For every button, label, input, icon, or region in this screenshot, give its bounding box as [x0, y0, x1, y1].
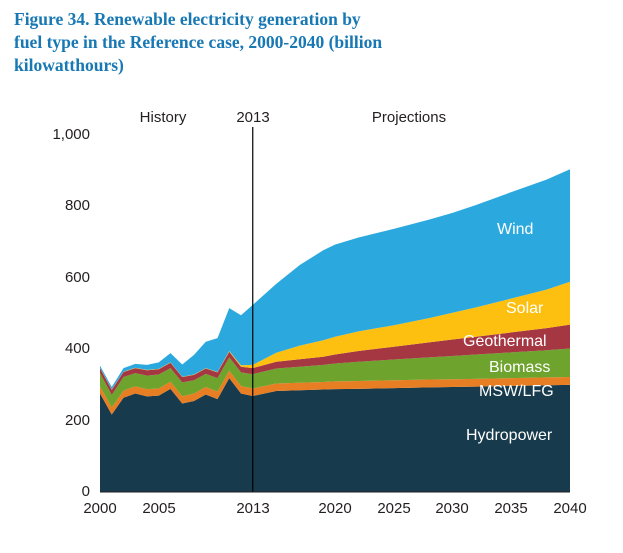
area-biomass [100, 348, 570, 408]
hydropower-area-label: Hydropower [466, 427, 553, 444]
x-tick-label-2013: 2013 [236, 500, 270, 517]
area-hydropower [100, 378, 570, 492]
figure-title-line-1: Figure 34. Renewable electricity generat… [14, 9, 361, 29]
area-solar [100, 281, 570, 390]
x-tick-label-2000: 2000 [83, 500, 117, 517]
y-tick-label-400: 400 [64, 340, 90, 357]
y-tick-label-800: 800 [64, 197, 90, 214]
figure-title-line-3: kilowatthours) [14, 54, 124, 75]
msw-lfg-area-label: MSW/LFG [479, 383, 554, 400]
area-wind [100, 169, 570, 390]
x-tick-label-2005: 2005 [142, 500, 176, 517]
figure-title-line-2: fuel type in the Reference case, 2000-20… [14, 31, 383, 52]
history-label: History [139, 109, 187, 126]
area-geothermal [100, 324, 570, 395]
y-tick-label-200: 200 [64, 412, 90, 429]
chart-svg [100, 127, 570, 493]
divider-year-label: 2013 [236, 109, 270, 126]
area-msw-lfg [100, 370, 570, 415]
y-tick-label-0: 0 [81, 483, 90, 500]
x-tick-label-2040: 2040 [553, 500, 587, 517]
projections-label: Projections [371, 109, 447, 126]
solar-area-label: Solar [506, 300, 544, 317]
x-tick-label-2030: 2030 [435, 500, 469, 517]
x-tick-label-2025: 2025 [377, 500, 411, 517]
x-tick-label-2035: 2035 [494, 500, 528, 517]
figure-title: Figure 34. Renewable electricity generat… [14, 8, 599, 76]
geothermal-area-label: Geothermal [463, 333, 547, 350]
y-tick-label-1000: 1,000 [52, 126, 90, 143]
biomass-area-label: Biomass [489, 359, 551, 376]
y-tick-label-600: 600 [64, 269, 90, 286]
wind-area-label: Wind [497, 221, 534, 238]
x-tick-label-2020: 2020 [318, 500, 352, 517]
